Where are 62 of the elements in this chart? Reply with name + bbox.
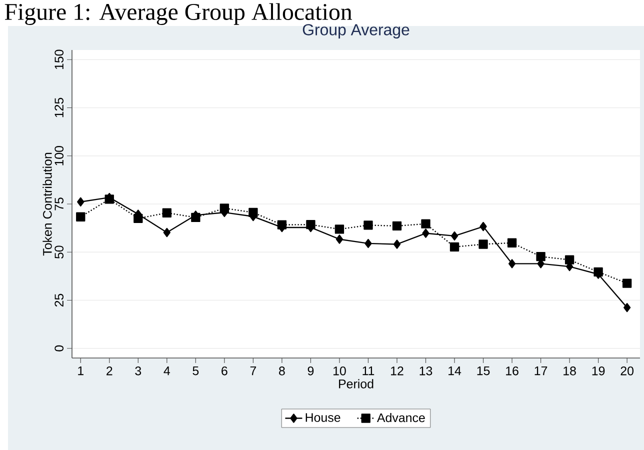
x-tick-label: 11 bbox=[362, 366, 374, 376]
x-tick-label: 20 bbox=[620, 366, 634, 376]
point bbox=[421, 219, 430, 228]
x-tick-label: 7 bbox=[250, 366, 256, 376]
point bbox=[134, 214, 143, 224]
point bbox=[162, 208, 172, 218]
point bbox=[306, 220, 316, 230]
point bbox=[594, 267, 603, 277]
point bbox=[478, 240, 488, 249]
y-tick-label: 125 bbox=[54, 98, 64, 118]
point bbox=[450, 242, 460, 252]
x-tick-label: 16 bbox=[506, 366, 518, 376]
point bbox=[277, 220, 287, 230]
point bbox=[364, 238, 372, 248]
x-tick-label: 10 bbox=[333, 366, 346, 376]
point bbox=[163, 228, 170, 238]
x-tick-label: 19 bbox=[592, 366, 605, 376]
point bbox=[536, 252, 546, 262]
point bbox=[508, 259, 516, 268]
x-tick-label: 15 bbox=[477, 366, 490, 376]
legend-label: House bbox=[306, 413, 340, 422]
point bbox=[248, 208, 258, 218]
x-tick-label: 18 bbox=[564, 366, 576, 376]
x-tick-label: 14 bbox=[448, 366, 462, 376]
point bbox=[336, 234, 344, 244]
point bbox=[392, 221, 402, 231]
point bbox=[622, 278, 632, 288]
x-tick-label: 17 bbox=[534, 366, 548, 376]
x-axis-title: Period bbox=[339, 379, 374, 388]
point bbox=[564, 255, 574, 264]
point bbox=[480, 222, 487, 232]
x-tick-label: 12 bbox=[391, 366, 404, 376]
point bbox=[393, 240, 401, 249]
y-tick-label: 0 bbox=[54, 345, 64, 352]
y-tick-label: 25 bbox=[54, 294, 64, 307]
x-tick-label: 8 bbox=[279, 366, 285, 376]
point bbox=[334, 224, 344, 234]
point bbox=[191, 212, 200, 222]
point bbox=[76, 212, 86, 222]
x-tick-label: 5 bbox=[192, 366, 199, 376]
caption: Figure 1: Average Group Allocation bbox=[4, 3, 352, 25]
point bbox=[623, 302, 631, 312]
y-tick-label: 75 bbox=[54, 198, 64, 210]
point bbox=[422, 228, 430, 238]
x-tick-label: 4 bbox=[164, 366, 170, 376]
point bbox=[220, 204, 230, 213]
legend-label: Advance bbox=[376, 412, 425, 422]
point bbox=[77, 197, 84, 206]
chart-title: Group Average bbox=[302, 24, 410, 39]
x-tick-label: 3 bbox=[135, 366, 142, 376]
y-tick-label: 100 bbox=[54, 146, 64, 166]
point bbox=[450, 231, 458, 241]
y-tick-label: 50 bbox=[54, 246, 64, 259]
y-axis-title: Token Contribution bbox=[42, 152, 52, 256]
x-tick-label: 2 bbox=[106, 366, 112, 376]
x-tick-label: 1 bbox=[78, 366, 84, 376]
x-tick-label: 6 bbox=[222, 366, 228, 376]
y-tick-label: 150 bbox=[54, 50, 64, 70]
x-tick-label: 13 bbox=[420, 366, 432, 376]
point bbox=[507, 238, 517, 248]
x-tick-label: 9 bbox=[308, 366, 314, 376]
point bbox=[364, 220, 373, 230]
